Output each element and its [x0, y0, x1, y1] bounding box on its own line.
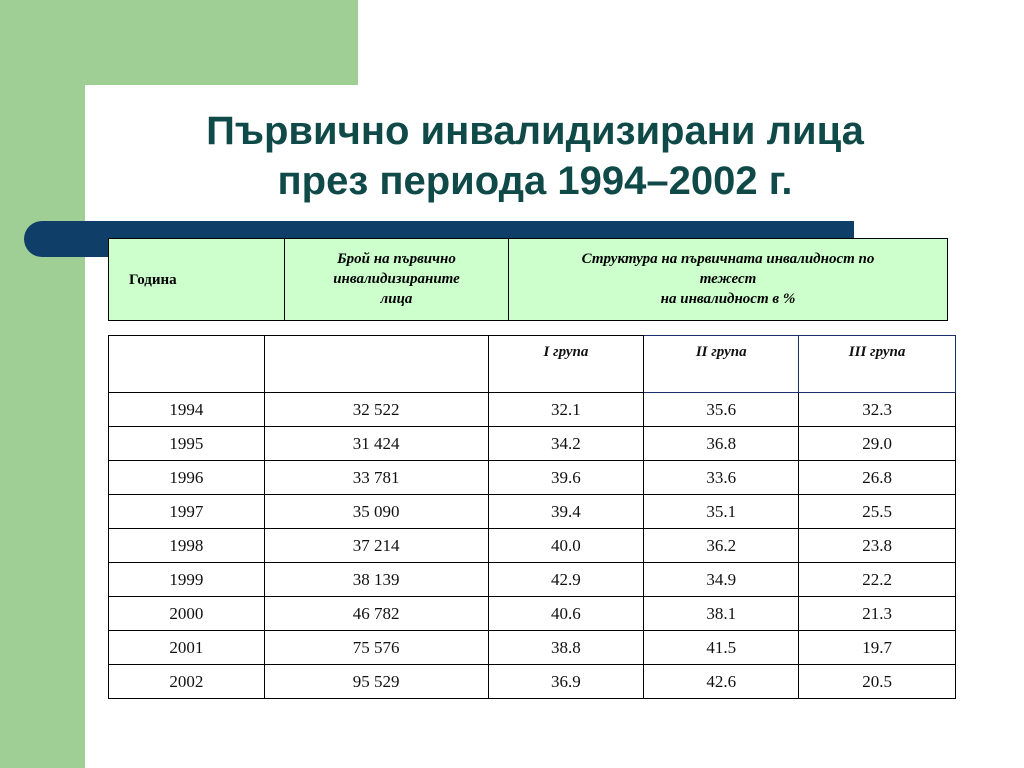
group-1-cell: 40.6 [487, 596, 645, 631]
empty-cell [108, 335, 265, 393]
group-3-cell: 19.7 [798, 630, 956, 665]
group-1-cell: 32.1 [487, 392, 645, 427]
header-structure: Структура на първичната инвалидност по т… [508, 238, 948, 321]
group-3-cell: 22.2 [798, 562, 956, 597]
group-1-header: I група [487, 335, 645, 393]
group-2-cell: 34.9 [643, 562, 800, 597]
table-row: 1994 32 522 32.1 35.6 32.3 [108, 392, 956, 427]
table-row: 2000 46 782 40.6 38.1 21.3 [108, 596, 956, 631]
group-header-row: I група II група III група [108, 335, 956, 393]
header-structure-line-2: тежест [699, 271, 757, 287]
table-row: 1995 31 424 34.2 36.8 29.0 [108, 426, 956, 461]
group-1-cell: 39.4 [487, 494, 645, 529]
table-row: 1998 37 214 40.0 36.2 23.8 [108, 528, 956, 563]
group-2-cell: 42.6 [643, 664, 800, 699]
count-cell: 31 424 [263, 426, 489, 461]
slide-title: Първично инвалидизирани лица през период… [110, 106, 960, 206]
count-cell: 35 090 [263, 494, 489, 529]
group-2-header: II група [643, 335, 800, 393]
group-3-cell: 21.3 [798, 596, 956, 631]
group-1-cell: 38.8 [487, 630, 645, 665]
decorative-green-sidebar [0, 0, 85, 768]
group-1-cell: 36.9 [487, 664, 645, 699]
data-table: I група II група III група 1994 32 522 32.… [108, 335, 956, 699]
year-cell: 1997 [108, 494, 265, 529]
group-2-cell: 35.6 [643, 392, 800, 427]
count-cell: 38 139 [263, 562, 489, 597]
table-row: 1997 35 090 39.4 35.1 25.5 [108, 494, 956, 529]
year-cell: 1994 [108, 392, 265, 427]
year-cell: 1999 [108, 562, 265, 597]
data-rows: 1994 32 522 32.1 35.6 32.3 1995 31 424 34.2 36.8… [108, 392, 956, 699]
empty-cell [263, 335, 489, 393]
group-3-cell: 23.8 [798, 528, 956, 563]
title-line-2: през периода 1994–2002 г. [277, 159, 793, 203]
header-count-line-2: инвалидизираните [333, 271, 460, 287]
count-cell: 95 529 [263, 664, 489, 699]
group-2-cell: 33.6 [643, 460, 800, 495]
year-cell: 1996 [108, 460, 265, 495]
group-3-cell: 20.5 [798, 664, 956, 699]
year-cell: 1998 [108, 528, 265, 563]
group-3-cell: 32.3 [798, 392, 956, 427]
group-1-cell: 42.9 [487, 562, 645, 597]
group-3-cell: 26.8 [798, 460, 956, 495]
group-3-cell: 25.5 [798, 494, 956, 529]
group-2-cell: 36.2 [643, 528, 800, 563]
group-2-cell: 35.1 [643, 494, 800, 529]
table-row: 2001 75 576 38.8 41.5 19.7 [108, 630, 956, 665]
group-1-cell: 39.6 [487, 460, 645, 495]
count-cell: 75 576 [263, 630, 489, 665]
header-count: Брой на първично инвалидизираните лица [284, 238, 509, 321]
year-cell: 2002 [108, 664, 265, 699]
header-year: Година [108, 238, 285, 321]
count-cell: 46 782 [263, 596, 489, 631]
year-cell: 2000 [108, 596, 265, 631]
title-line-1: Първично инвалидизирани лица [206, 109, 864, 153]
header-structure-line-3: на инвалидност в % [660, 291, 796, 307]
header-count-line-1: Брой на първично [337, 251, 456, 267]
header-count-line-3: лица [380, 291, 413, 307]
count-cell: 37 214 [263, 528, 489, 563]
year-cell: 1995 [108, 426, 265, 461]
group-2-cell: 38.1 [643, 596, 800, 631]
count-cell: 33 781 [263, 460, 489, 495]
group-2-cell: 36.8 [643, 426, 800, 461]
header-table: Година Брой на първично инвалидизираните… [108, 238, 948, 321]
year-cell: 2001 [108, 630, 265, 665]
table-row: 2002 95 529 36.9 42.6 20.5 [108, 664, 956, 699]
group-1-cell: 34.2 [487, 426, 645, 461]
group-3-header: III група [798, 335, 956, 393]
table-row: 1999 38 139 42.9 34.9 22.2 [108, 562, 956, 597]
table-row: 1996 33 781 39.6 33.6 26.8 [108, 460, 956, 495]
count-cell: 32 522 [263, 392, 489, 427]
header-row: Година Брой на първично инвалидизираните… [108, 238, 948, 321]
group-1-cell: 40.0 [487, 528, 645, 563]
decorative-green-top-block [0, 0, 358, 85]
group-3-cell: 29.0 [798, 426, 956, 461]
header-structure-line-1: Структура на първичната инвалидност по [581, 251, 875, 267]
group-2-cell: 41.5 [643, 630, 800, 665]
